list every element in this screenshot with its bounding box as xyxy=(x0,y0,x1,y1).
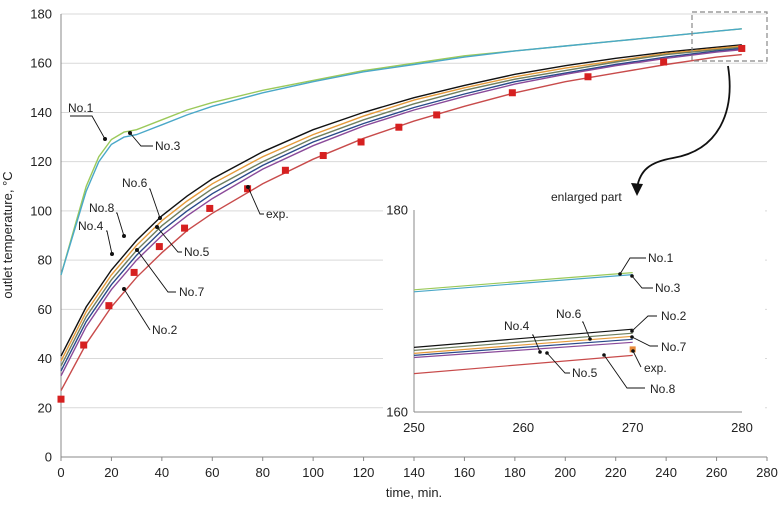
annotation-label: No.2 xyxy=(152,323,178,337)
inset-x-tick-label: 250 xyxy=(403,420,425,435)
y-tick-label: 20 xyxy=(38,400,52,415)
annotation-dot xyxy=(158,216,162,220)
x-tick-label: 240 xyxy=(655,465,677,480)
annotation-dot xyxy=(155,225,159,229)
annotation-dot xyxy=(122,234,126,238)
y-tick-label: 120 xyxy=(30,154,52,169)
exp-point xyxy=(131,269,138,276)
inset-annotation-dot xyxy=(631,349,635,353)
annotation-label: No.4 xyxy=(78,219,104,233)
exp-point xyxy=(584,73,591,80)
inset-annotation-dot xyxy=(630,274,634,278)
inset-annotation-label: No.7 xyxy=(661,340,687,354)
y-tick-label: 60 xyxy=(38,302,52,317)
exp-point xyxy=(395,124,402,131)
exp-point xyxy=(58,396,65,403)
inset-title: enlarged part xyxy=(551,190,622,204)
y-tick-label: 0 xyxy=(45,450,52,465)
x-tick-label: 180 xyxy=(504,465,526,480)
x-tick-label: 120 xyxy=(353,465,375,480)
inset-annotation-dot xyxy=(602,353,606,357)
exp-point xyxy=(282,167,289,174)
inset-annotation-label: No.5 xyxy=(572,366,598,380)
inset-annotation-label: No.3 xyxy=(655,281,681,295)
annotation-label: No.6 xyxy=(122,176,148,190)
exp-point xyxy=(206,205,213,212)
inset-annotation-dot xyxy=(618,272,622,276)
exp-point xyxy=(320,152,327,159)
exp-point xyxy=(358,138,365,145)
inset-annotation-dot xyxy=(630,329,634,333)
y-tick-label: 100 xyxy=(30,203,52,218)
annotation-label: exp. xyxy=(266,207,289,221)
annotation-dot xyxy=(122,287,126,291)
x-tick-label: 140 xyxy=(403,465,425,480)
y-tick-label: 80 xyxy=(38,253,52,268)
x-tick-label: 280 xyxy=(756,465,778,480)
annotation-label: No.7 xyxy=(179,285,205,299)
annotation-dot xyxy=(103,137,107,141)
exp-point xyxy=(660,58,667,65)
inset-annotation-label: exp. xyxy=(644,361,667,375)
y-tick-label: 180 xyxy=(30,7,52,22)
exp-point xyxy=(738,45,745,52)
x-tick-label: 60 xyxy=(205,465,219,480)
inset-annotation-dot xyxy=(630,335,634,339)
inset-annotation-label: No.4 xyxy=(504,319,530,333)
exp-point xyxy=(105,302,112,309)
x-tick-label: 200 xyxy=(554,465,576,480)
annotation-dot xyxy=(128,131,132,135)
exp-point xyxy=(156,243,163,250)
inset-annotation-label: No.6 xyxy=(556,307,582,321)
y-axis-label: outlet temperature, °C xyxy=(0,171,15,298)
exp-point xyxy=(181,225,188,232)
inset-y-tick-label: 160 xyxy=(386,405,408,420)
inset-annotation-dot xyxy=(588,337,592,341)
inset-x-tick-label: 270 xyxy=(622,420,644,435)
annotation-label: No.1 xyxy=(68,101,94,115)
x-tick-label: 0 xyxy=(57,465,64,480)
x-axis-label: time, min. xyxy=(386,485,442,500)
inset-annotation-dot xyxy=(545,351,549,355)
y-tick-label: 40 xyxy=(38,351,52,366)
inset-annotation-label: No.1 xyxy=(648,251,674,265)
annotation-dot xyxy=(246,185,250,189)
annotation-label: No.5 xyxy=(184,245,210,259)
inset-annotation-label: No.8 xyxy=(650,382,676,396)
x-tick-label: 40 xyxy=(155,465,169,480)
inset-x-tick-label: 260 xyxy=(512,420,534,435)
x-tick-label: 260 xyxy=(706,465,728,480)
y-tick-label: 160 xyxy=(30,56,52,71)
x-tick-label: 80 xyxy=(255,465,269,480)
inset-annotation-dot xyxy=(538,350,542,354)
exp-point xyxy=(80,342,87,349)
x-tick-label: 100 xyxy=(302,465,324,480)
inset-annotation-label: No.2 xyxy=(661,309,687,323)
y-tick-label: 140 xyxy=(30,105,52,120)
exp-point xyxy=(433,111,440,118)
inset-x-tick-label: 280 xyxy=(731,420,753,435)
x-tick-label: 20 xyxy=(104,465,118,480)
inset-y-tick-label: 180 xyxy=(386,203,408,218)
x-tick-label: 160 xyxy=(454,465,476,480)
annotation-dot xyxy=(135,248,139,252)
exp-point xyxy=(509,89,516,96)
annotation-dot xyxy=(110,252,114,256)
annotation-label: No.8 xyxy=(89,201,115,215)
x-tick-label: 220 xyxy=(605,465,627,480)
annotation-label: No.3 xyxy=(155,139,181,153)
